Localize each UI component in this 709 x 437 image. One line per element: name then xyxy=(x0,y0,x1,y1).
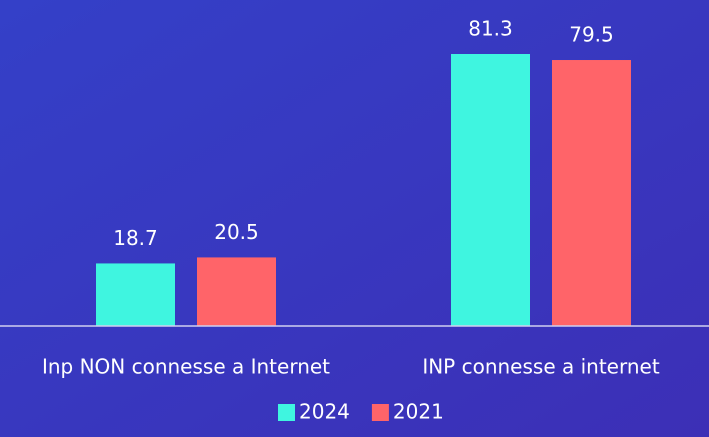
bar xyxy=(552,60,631,326)
data-label: 79.5 xyxy=(569,23,614,47)
bar xyxy=(197,257,276,326)
x-tick-label: Inp NON connesse a Internet xyxy=(42,355,330,379)
legend-swatch xyxy=(371,404,389,421)
bar xyxy=(96,263,175,326)
data-label: 20.5 xyxy=(214,220,259,244)
legend-label: 2021 xyxy=(393,400,444,424)
data-label: 81.3 xyxy=(468,17,513,41)
legend-label: 2024 xyxy=(299,400,350,424)
bar xyxy=(451,54,530,326)
data-label: 18.7 xyxy=(113,226,158,250)
x-tick-label: INP connesse a internet xyxy=(422,355,660,379)
legend-swatch xyxy=(278,404,295,421)
